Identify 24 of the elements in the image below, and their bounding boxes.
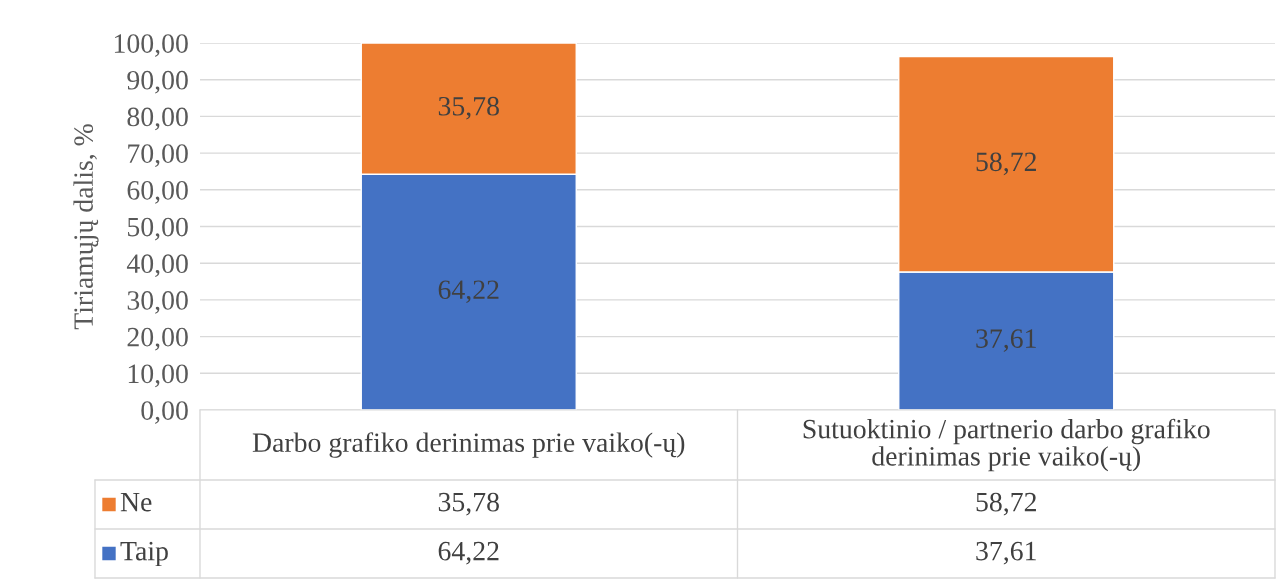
data-label: 58,72: [976, 492, 1036, 516]
data-label: 37,61: [976, 541, 1036, 565]
y-tick-label: 10,00: [128, 364, 188, 388]
y-tick-label: 100,00: [114, 34, 188, 57]
x-tick-label: Darbo grafiko derinimas prie vaiko(-ų): [252, 432, 685, 458]
x-tick-label: Sutuoktinio / partnerio darbo grafiko derinimas prie vaiko(-ų): [803, 418, 1210, 472]
y-tick-label: 90,00: [127, 70, 188, 94]
y-tick-label: 80,00: [127, 107, 188, 131]
text: 64,22: [438, 280, 499, 304]
y-tick-label: 50,00: [128, 217, 188, 241]
data-label: 64,22: [438, 541, 499, 565]
y-tick-label: 0,00: [141, 401, 188, 424]
text: 35,78: [438, 96, 499, 120]
text: 58,72: [976, 152, 1036, 176]
legend-label: Ne: [120, 492, 152, 512]
y-tick-label: 30,00: [127, 291, 188, 314]
y-tick-label: 40,00: [126, 254, 188, 278]
legend-label: Taip: [120, 541, 168, 567]
y-tick-label: 60,00: [127, 180, 188, 204]
y-tick-label: 70,00: [128, 144, 188, 168]
y-axis-title: Tiriamųjų dalis, %: [73, 124, 99, 330]
y-tick-label: 20,00: [127, 327, 188, 351]
text: 37,61: [976, 329, 1036, 352]
data-label: 35,78: [438, 492, 499, 516]
